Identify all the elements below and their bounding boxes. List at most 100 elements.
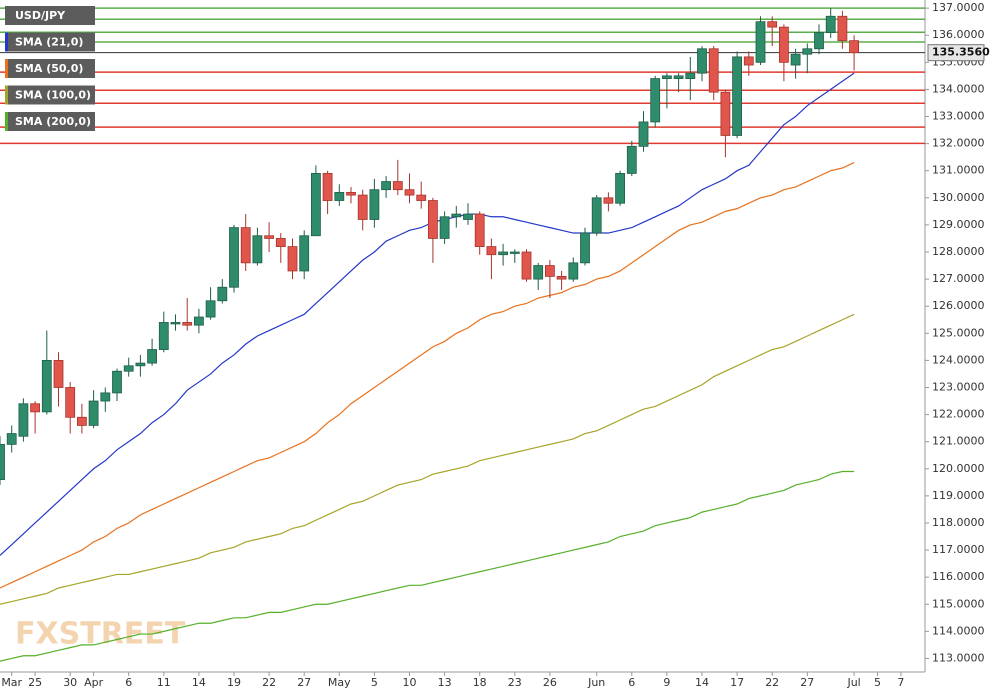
y-tick-label: 128.0000 xyxy=(932,245,985,258)
candle-body xyxy=(135,362,146,367)
candle-body xyxy=(0,443,5,481)
x-tick-label: 19 xyxy=(227,676,241,689)
candle-body xyxy=(182,322,193,326)
y-tick-label: 113.0000 xyxy=(932,651,985,664)
y-tick-label: 130.0000 xyxy=(932,191,985,204)
y-tick-label: 134.0000 xyxy=(932,82,985,95)
last-price-box xyxy=(927,44,985,62)
y-tick-label: 116.0000 xyxy=(932,570,985,583)
x-tick-label: 22 xyxy=(262,676,276,689)
x-tick-label: 11 xyxy=(157,676,171,689)
y-tick-label: 119.0000 xyxy=(932,489,985,502)
candle-body xyxy=(252,235,263,264)
legend-swatch xyxy=(5,112,8,131)
legend-box xyxy=(5,85,95,105)
candle-body xyxy=(264,235,275,239)
legend-swatch xyxy=(5,59,8,78)
candle-body xyxy=(240,227,251,264)
x-tick-label: 26 xyxy=(543,676,557,689)
candle-body xyxy=(545,265,555,277)
y-tick-label: 115.0000 xyxy=(932,597,985,610)
candle-body xyxy=(779,26,789,63)
candle-body xyxy=(463,213,473,220)
candle-body xyxy=(638,121,649,147)
candle-body xyxy=(498,251,509,256)
y-tick-label: 124.0000 xyxy=(932,353,985,366)
candle-body xyxy=(404,189,415,196)
watermark: FXSTREET xyxy=(15,617,186,652)
x-tick-label: 17 xyxy=(730,676,744,689)
legend-label: SMA (200,0) xyxy=(15,115,91,128)
y-tick-label: 132.0000 xyxy=(932,137,985,150)
last-price-label: 135.3560 xyxy=(932,46,990,59)
candle-body xyxy=(486,246,497,256)
candle-body xyxy=(439,216,450,239)
x-tick-label: 23 xyxy=(508,676,522,689)
candle-body xyxy=(568,262,579,280)
candle-body xyxy=(556,275,567,280)
candle-body xyxy=(626,145,637,174)
candle-body xyxy=(310,173,321,237)
candle-body xyxy=(299,235,310,272)
x-tick-label: 22 xyxy=(765,676,779,689)
x-tick-label: 30 xyxy=(63,676,77,689)
x-tick-label: 27 xyxy=(297,676,311,689)
x-tick-label: 10 xyxy=(403,676,417,689)
candle-body xyxy=(357,194,368,220)
x-tick-label: May xyxy=(328,676,351,689)
candle-body xyxy=(591,197,602,234)
legend-swatch xyxy=(5,85,8,105)
candle-body xyxy=(814,32,824,50)
candle-body xyxy=(65,387,76,418)
candle-body xyxy=(205,300,216,318)
candle-body xyxy=(474,213,485,247)
candle-body xyxy=(346,191,356,196)
legend-label: SMA (21,0) xyxy=(15,36,83,49)
x-tick-label: 6 xyxy=(125,676,132,689)
x-tick-label: 14 xyxy=(192,676,206,689)
candle-body xyxy=(673,75,684,79)
x-tick-label: 6 xyxy=(628,676,635,689)
candle-body xyxy=(88,400,99,426)
y-tick-label: 127.0000 xyxy=(932,272,985,285)
legend-label: USD/JPY xyxy=(15,9,66,22)
candle-body xyxy=(837,15,848,42)
candle-body xyxy=(685,72,696,79)
x-tick-label: 25 xyxy=(28,676,42,689)
y-tick-label: 131.0000 xyxy=(932,164,985,177)
candle-body xyxy=(849,40,859,54)
candle-body xyxy=(767,21,778,28)
sma-line xyxy=(0,162,855,589)
candle-body xyxy=(77,416,87,426)
y-tick-label: 136.0000 xyxy=(932,28,985,41)
candle-body xyxy=(41,359,52,413)
y-tick-label: 126.0000 xyxy=(932,299,985,312)
candle-body xyxy=(123,365,134,372)
candle-body xyxy=(369,189,380,220)
y-tick-label: 122.0000 xyxy=(932,408,985,421)
candle-body xyxy=(825,15,836,33)
candle-body xyxy=(603,197,614,204)
candle-body xyxy=(802,48,813,55)
legend-label: SMA (100,0) xyxy=(15,89,91,102)
candle-body xyxy=(708,48,719,93)
x-tick-label: 9 xyxy=(663,676,670,689)
y-tick-label: 121.0000 xyxy=(932,435,985,448)
y-tick-label: 120.0000 xyxy=(932,462,985,475)
candle-body xyxy=(322,173,333,201)
y-tick-label: 137.0000 xyxy=(932,1,985,14)
candle-body xyxy=(275,238,286,247)
candle-body xyxy=(229,227,239,288)
candle-body xyxy=(521,251,532,280)
legend-box xyxy=(5,59,95,78)
candle-body xyxy=(790,53,801,66)
x-tick-label: Mar xyxy=(1,676,22,689)
x-tick-label: Jun xyxy=(587,676,605,689)
candle-body xyxy=(580,232,590,264)
candle-body xyxy=(30,403,41,413)
x-tick-label: 7 xyxy=(897,676,904,689)
y-tick-label: 129.0000 xyxy=(932,218,985,231)
legend-label: SMA (50,0) xyxy=(15,62,83,75)
